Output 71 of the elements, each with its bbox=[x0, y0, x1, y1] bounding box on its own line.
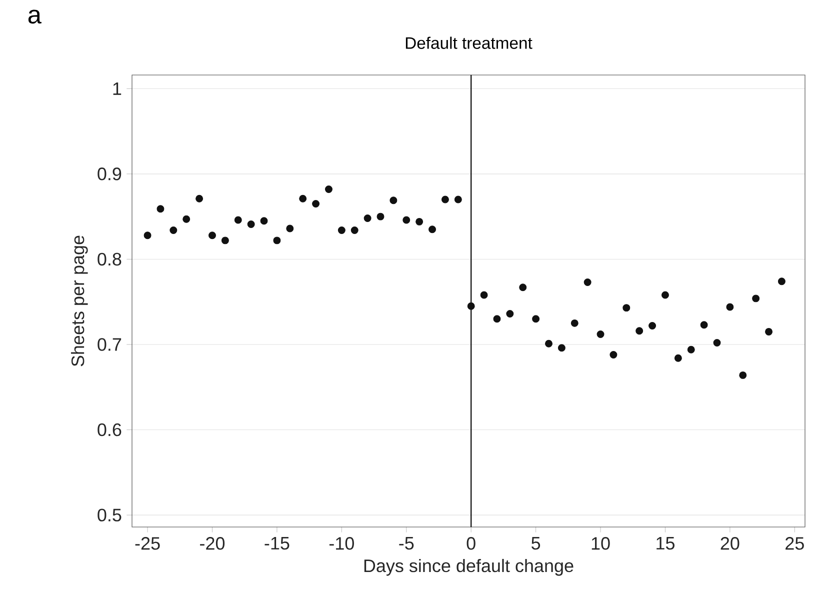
point bbox=[299, 194, 307, 202]
point bbox=[622, 304, 630, 312]
point bbox=[376, 212, 384, 220]
chart-title: Default treatment bbox=[406, 36, 532, 49]
point bbox=[273, 236, 281, 244]
y-tick-label: 1 bbox=[113, 82, 122, 95]
point bbox=[545, 340, 552, 348]
point bbox=[610, 350, 618, 358]
point bbox=[156, 205, 164, 213]
y-tick-label: 0.8 bbox=[98, 252, 122, 266]
point bbox=[286, 224, 294, 232]
point bbox=[765, 328, 773, 336]
point bbox=[234, 216, 242, 224]
point bbox=[700, 321, 708, 329]
point bbox=[674, 354, 682, 362]
y-tick-label: 0.6 bbox=[98, 423, 122, 436]
point bbox=[480, 291, 488, 299]
point bbox=[364, 214, 372, 222]
x-tick-label: 0 bbox=[466, 537, 476, 550]
y-tick-label: 0.5 bbox=[98, 508, 122, 522]
point bbox=[260, 217, 268, 225]
x-tick-label: 10 bbox=[592, 537, 610, 550]
point bbox=[170, 226, 178, 234]
text: a bbox=[28, 10, 42, 24]
point bbox=[467, 302, 475, 310]
point bbox=[532, 315, 540, 323]
x-tick-label: -5 bbox=[399, 537, 414, 550]
x-tick-label: -10 bbox=[329, 537, 354, 550]
point bbox=[752, 294, 760, 302]
y-tick-label: 0.7 bbox=[98, 338, 122, 351]
y-axis-title: Sheets per page bbox=[70, 236, 88, 366]
x-tick-label: 5 bbox=[532, 537, 540, 550]
point bbox=[661, 291, 669, 299]
point bbox=[519, 284, 527, 292]
point bbox=[687, 346, 695, 354]
x-axis-title: Days since default change bbox=[364, 558, 574, 576]
x-tick-label: 15 bbox=[656, 537, 674, 550]
point bbox=[726, 303, 734, 311]
point bbox=[428, 226, 436, 234]
point bbox=[636, 327, 644, 335]
point bbox=[247, 220, 255, 228]
point bbox=[584, 278, 592, 286]
point bbox=[558, 344, 566, 352]
x-tick-label: 25 bbox=[786, 537, 804, 550]
point bbox=[350, 226, 358, 234]
point bbox=[208, 232, 216, 240]
point bbox=[390, 196, 398, 204]
point bbox=[312, 200, 320, 208]
point bbox=[324, 186, 332, 194]
point bbox=[596, 330, 604, 338]
point bbox=[338, 226, 346, 234]
point bbox=[441, 196, 449, 204]
x-tick-label: -25 bbox=[135, 537, 160, 550]
point bbox=[506, 310, 514, 318]
point bbox=[402, 216, 410, 224]
point bbox=[648, 322, 656, 330]
y-tick-label: 0.9 bbox=[98, 168, 122, 180]
point bbox=[196, 194, 204, 202]
point bbox=[416, 218, 424, 226]
point bbox=[144, 232, 152, 240]
x-tick-label: 20 bbox=[720, 537, 740, 550]
x-tick-label: -20 bbox=[200, 537, 225, 550]
point bbox=[739, 371, 747, 379]
point bbox=[778, 278, 786, 286]
point bbox=[221, 236, 229, 244]
point bbox=[454, 196, 462, 204]
point bbox=[570, 319, 578, 327]
point bbox=[493, 315, 501, 323]
point bbox=[713, 339, 721, 347]
x-tick-label: -15 bbox=[264, 537, 290, 550]
point bbox=[182, 215, 190, 223]
